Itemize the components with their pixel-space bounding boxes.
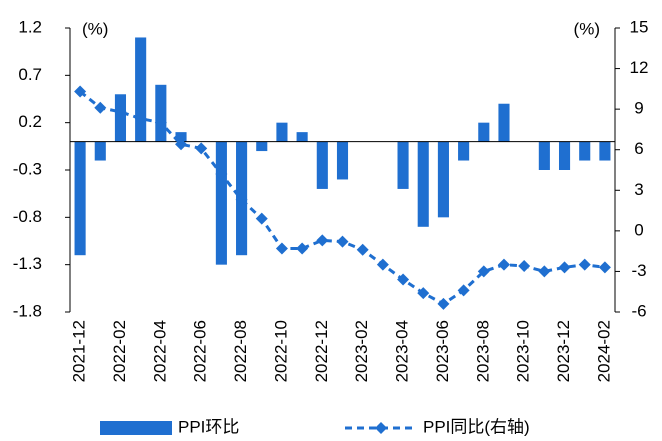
marker [497,258,510,271]
bar [437,141,449,218]
bar [155,84,167,142]
marker [175,138,188,151]
marker [376,258,389,271]
y-tick-label: -1.3 [13,254,42,273]
x-tick-label: 2023-06 [433,320,452,382]
marker [558,261,571,274]
marker [74,85,87,98]
bar [256,141,268,152]
marker [578,258,591,271]
bar [175,132,187,142]
x-tick-label: 2023-10 [514,320,533,382]
x-tick-label: 2022-06 [191,320,210,382]
x-tick-label: 2023-12 [554,320,573,382]
y-tick-label: 1.2 [18,17,42,36]
bar [538,141,550,170]
bar [599,141,611,161]
marker [195,142,208,155]
legend-swatch [100,421,172,435]
marker [356,243,369,256]
bar [417,141,429,227]
y2-tick-label: 15 [630,17,649,36]
bar [579,141,591,161]
left-unit: (%) [82,19,108,38]
x-tick-label: 2022-02 [110,320,129,382]
y-tick-label: 0.7 [18,65,42,84]
legend-label: PPI环比 [178,417,239,436]
marker [397,273,410,286]
legend-marker [375,422,387,434]
x-tick-label: 2022-08 [231,320,250,382]
marker [336,235,349,248]
marker [134,112,147,125]
y-tick-label: 0.2 [18,112,42,131]
bar [94,141,106,161]
x-tick-label: 2022-12 [312,320,331,382]
bar [296,132,308,142]
y2-tick-label: 12 [630,58,649,77]
x-tick-label: 2022-10 [271,320,290,382]
x-tick-label: 2023-04 [393,320,412,382]
x-tick-label: 2021-12 [70,320,89,382]
marker [518,260,531,273]
y2-tick-label: 0 [634,220,643,239]
marker [235,193,248,206]
bar [498,103,510,142]
x-tick-label: 2023-02 [352,320,371,382]
marker [316,234,329,247]
marker [457,284,470,297]
bar [74,141,86,256]
y-tick-label: -0.3 [13,159,42,178]
x-tick-label: 2022-04 [150,320,169,382]
right-unit: (%) [574,19,600,38]
marker [598,261,611,274]
marker [114,105,127,118]
marker [215,168,228,181]
marker [477,265,490,278]
marker [154,116,167,129]
marker [538,265,551,278]
marker [255,212,268,225]
y-tick-label: -1.8 [13,301,42,320]
x-tick-label: 2023-08 [473,320,492,382]
marker [94,101,107,114]
y2-tick-label: -3 [631,261,646,280]
bar [336,141,349,180]
y2-tick-label: 9 [634,99,643,118]
bar [458,141,470,161]
x-tick-label: 2024-02 [594,320,613,382]
y2-tick-label: -6 [631,301,646,320]
bar [135,37,147,142]
bar [558,141,571,170]
y2-tick-label: 6 [634,139,643,158]
marker [275,242,288,255]
y2-tick-label: 3 [634,180,643,199]
y-tick-label: -0.8 [13,207,42,226]
bar [215,141,227,265]
bar [276,122,288,142]
bar [397,141,409,189]
bar [478,122,490,142]
marker [437,297,450,310]
bar [114,94,127,142]
marker [417,287,430,300]
bar [316,141,328,189]
marker [296,242,309,255]
legend-label: PPI同比(右轴) [423,417,530,436]
